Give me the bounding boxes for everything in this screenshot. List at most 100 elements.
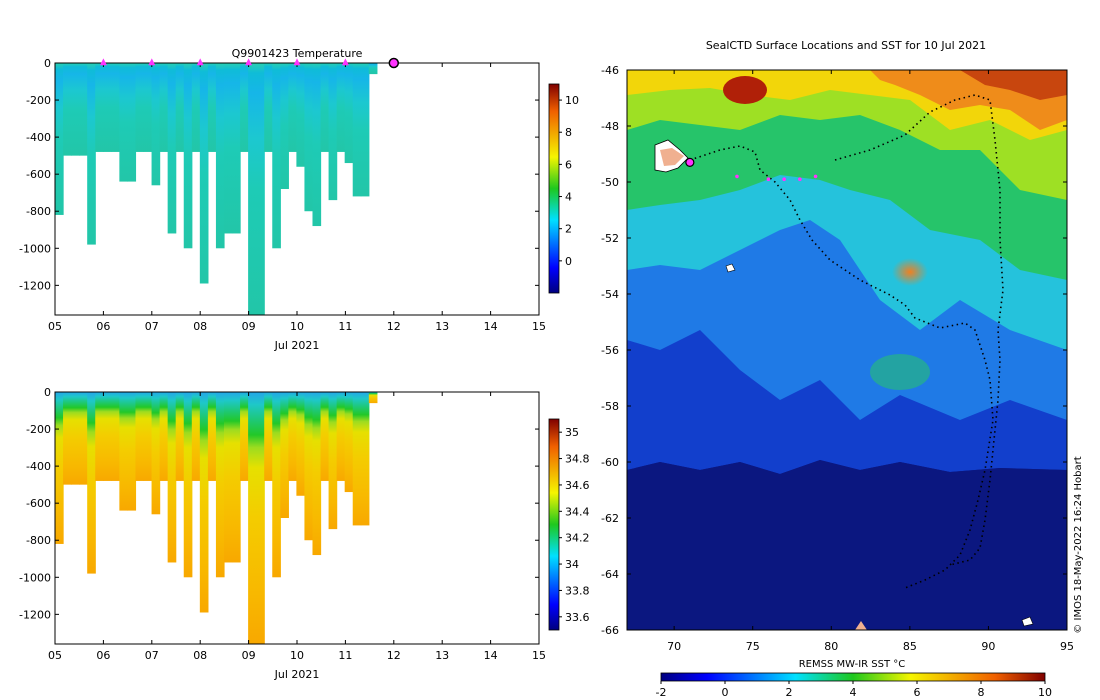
profile-cast: [143, 392, 153, 481]
temperature-xlabel: Jul 2021: [274, 339, 320, 352]
profile-cast: [103, 63, 112, 152]
profile-cast: [79, 63, 88, 156]
colorbar-tick-label: 10: [565, 94, 579, 107]
profile-cast: [95, 392, 104, 481]
profile-cast: [167, 392, 177, 563]
profile-cast: [223, 392, 233, 563]
profile-cast: [87, 392, 96, 574]
profile-cast: [296, 392, 306, 496]
surface-marker: [196, 58, 204, 66]
profile-cast: [344, 392, 354, 493]
profile-cast: [63, 63, 72, 156]
profile-cast: [199, 392, 209, 613]
profile-cast: [328, 63, 338, 201]
profile-cast: [151, 63, 161, 186]
map-colorbar-tick-label: 8: [978, 686, 985, 699]
profile-cast: [352, 63, 362, 197]
profile-cast: [264, 63, 273, 152]
imos-credit: © IMOS 18-May-2022 16:24 Hobart: [1073, 456, 1084, 633]
colorbar-tick-label: 33.8: [565, 584, 590, 597]
y-tick-label: -400: [26, 460, 51, 473]
surface-marker: [293, 58, 301, 66]
profile-cast: [368, 63, 378, 75]
map-x-ticks: 70 75 80 85 90 95: [667, 70, 1074, 653]
profile-cast: [215, 63, 225, 249]
profile-cast: [159, 63, 169, 152]
map-x-tick-label: 85: [903, 640, 917, 653]
y-tick-label: -200: [26, 423, 51, 436]
antarctic-coast-marker: [855, 621, 867, 630]
map-colorbar: [660, 672, 1046, 682]
x-tick-label: 10: [290, 649, 304, 662]
map-y-tick-label: -46: [601, 64, 619, 77]
map-y-tick-label: -52: [601, 232, 619, 245]
profile-cast: [143, 63, 153, 152]
profile-cast: [151, 392, 161, 515]
profile-cast: [119, 392, 129, 511]
x-tick-label: 12: [387, 649, 401, 662]
y-tick-label: -600: [26, 497, 51, 510]
profile-cast: [312, 392, 322, 556]
salinity-panel: 05 06 07 08 09 10 11 12 13 14 15 0 -200 -400 -600 -800…: [19, 386, 589, 681]
x-tick-label: 15: [532, 649, 546, 662]
profile-cast: [232, 63, 241, 234]
map-y-tick-label: -62: [601, 512, 619, 525]
profile-cast: [191, 63, 201, 152]
x-tick-label: 05: [48, 649, 62, 662]
salinity-x-ticks: 05 06 07 08 09 10 11 12 13 14 15: [48, 392, 546, 662]
y-tick-label: 0: [44, 57, 51, 70]
temperature-title: Q9901423 Temperature: [232, 47, 363, 60]
surface-marker: [148, 58, 156, 66]
x-tick-label: 10: [290, 320, 304, 333]
profile-cast: [87, 63, 96, 245]
temperature-x-ticks: 05 06 07 08 09 10 11 12 13 14 15: [48, 63, 546, 333]
profile-cast: [304, 63, 314, 212]
profile-cast: [320, 392, 330, 481]
map-x-tick-label: 95: [1060, 640, 1074, 653]
colorbar-tick-label: 34.6: [565, 479, 590, 492]
x-tick-label: 07: [145, 649, 159, 662]
y-tick-label: -600: [26, 168, 51, 181]
profile-cast: [240, 63, 249, 152]
profile-cast: [111, 63, 120, 152]
profile-cast: [71, 63, 80, 156]
heard-island: [725, 263, 736, 273]
profile-cast: [191, 392, 201, 481]
temperature-colorbar-ticks: 10 8 6 4 2 0: [559, 94, 579, 268]
surface-markers: [99, 58, 349, 66]
profile-cast: [215, 392, 225, 578]
x-tick-label: 07: [145, 320, 159, 333]
profile-cast: [175, 392, 185, 481]
map-colorbar-ticks: -2 0 2 4 6 8 10: [656, 681, 1052, 699]
x-tick-label: 08: [193, 649, 207, 662]
x-tick-label: 09: [242, 320, 256, 333]
profile-cast: [111, 392, 120, 481]
x-tick-label: 06: [96, 649, 110, 662]
salinity-colorbar-ticks: 35 34.8 34.6 34.4 34.2 34 33.8 33.6: [559, 426, 590, 624]
map-colorbar-tick-label: 4: [850, 686, 857, 699]
profile-cast: [167, 63, 177, 234]
salinity-profiles: [55, 392, 378, 644]
sst-field: [627, 70, 1067, 630]
profile-cast: [256, 63, 265, 315]
coastal-island: [1021, 616, 1034, 627]
x-tick-label: 13: [435, 320, 449, 333]
map-y-tick-label: -50: [601, 176, 619, 189]
profile-cast: [119, 63, 129, 182]
profile-cast: [135, 392, 145, 481]
temperature-profiles: [55, 63, 378, 315]
profile-cast: [55, 392, 64, 544]
map-colorbar-tick-label: 2: [786, 686, 793, 699]
y-tick-label: -1000: [19, 242, 51, 255]
temperature-y-ticks: 0 -200 -400 -600 -800 -1000 -1200: [19, 57, 539, 292]
salinity-y-ticks: 0 -200 -400 -600 -800 -1000 -1200: [19, 386, 539, 621]
profile-cast: [175, 63, 185, 152]
profile-cast: [288, 392, 297, 481]
temperature-panel: Q9901423 Temperature 05 06 07 08 09 10 11 12 13 1…: [19, 47, 579, 352]
colorbar-tick-label: 0: [565, 255, 572, 268]
recent-surface-location: [813, 174, 818, 179]
map-y-tick-label: -54: [601, 288, 619, 301]
map-y-tick-label: -66: [601, 624, 619, 637]
profile-cast: [360, 63, 370, 197]
profile-cast: [55, 63, 64, 215]
